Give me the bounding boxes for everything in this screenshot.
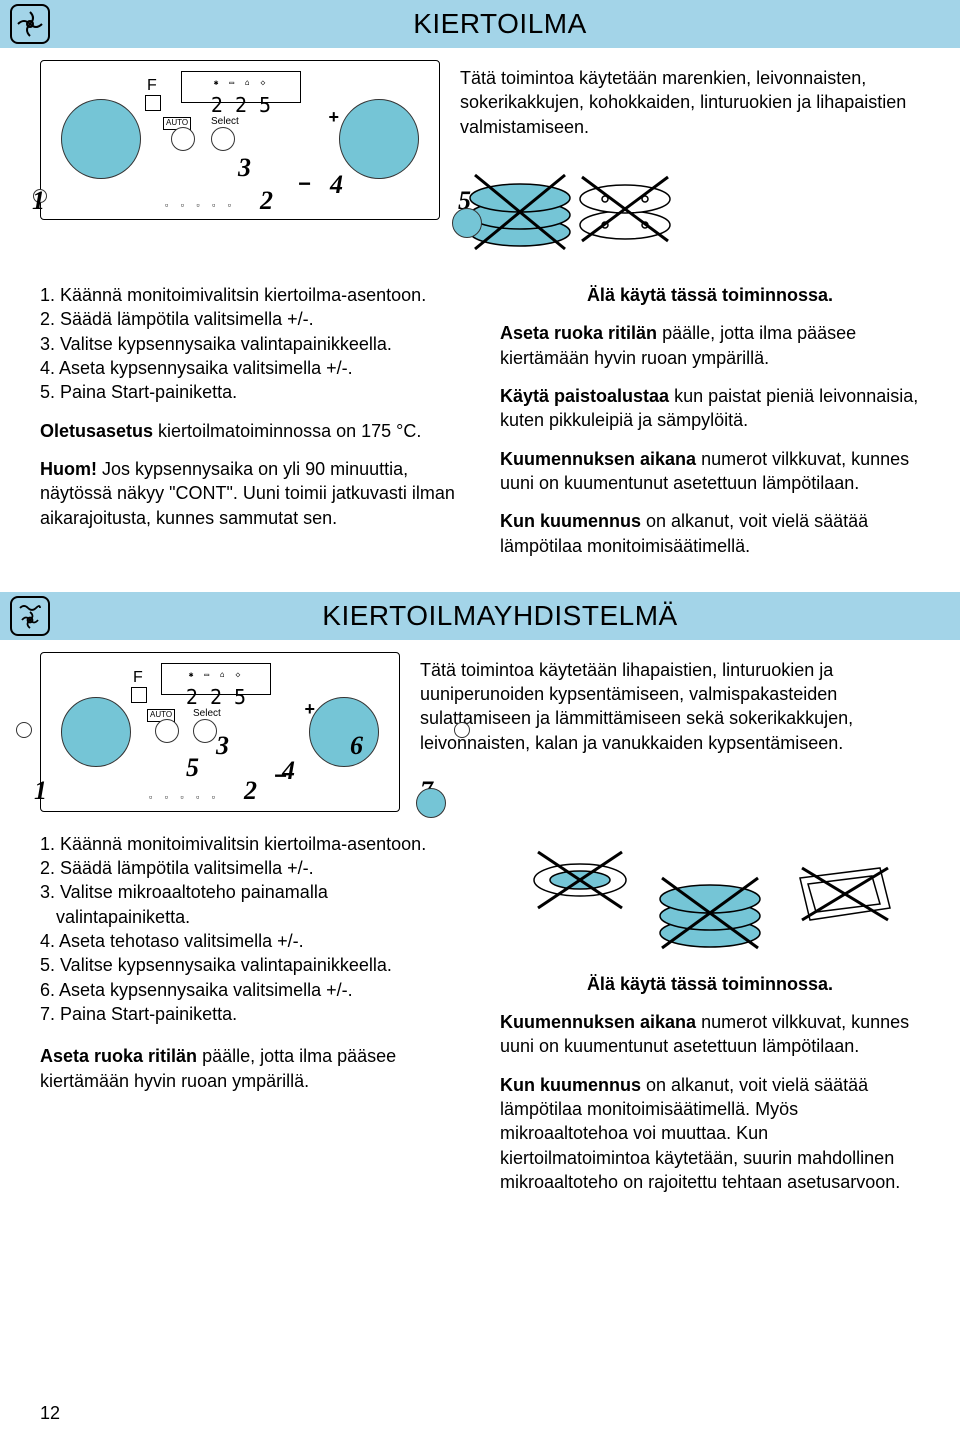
section2-steps: 1. Käännä monitoimivalitsin kiertoilma-a… <box>40 832 460 1026</box>
select-button-3[interactable] <box>155 719 179 743</box>
bottom-icons: ▫ ▫ ▫ ▫ ▫ <box>165 199 236 211</box>
callout2-2: 2 <box>244 773 257 808</box>
step: 4. Aseta kypsennysaika valitsimella +/-. <box>40 356 460 380</box>
section1-panel-row: ✱ ▭ ⌂ ◇ 2 2 5 F AUTO Select + − ▫ ▫ ▫ ▫ … <box>0 54 960 277</box>
bold: Aseta ruoka ritilän <box>500 323 657 343</box>
section1-columns: 1. Käännä monitoimivalitsin kiertoilma-a… <box>0 277 960 592</box>
callout2-3: 3 <box>216 728 229 763</box>
power-icon-left2 <box>16 722 32 738</box>
control-panel-1: ✱ ▭ ⌂ ◇ 2 2 5 F AUTO Select + − ▫ ▫ ▫ ▫ … <box>40 60 440 220</box>
page: KIERTOILMA ✱ ▭ ⌂ ◇ 2 2 5 F AUTO Select +… <box>0 0 960 1439</box>
s1-right-p2: Käytä paistoalustaa kun paistat pieniä l… <box>500 384 920 433</box>
section2-title: KIERTOILMAYHDISTELMÄ <box>50 597 950 635</box>
start-button[interactable] <box>452 208 482 238</box>
step: 6. Aseta kypsennysaika valitsimella +/-. <box>40 978 460 1002</box>
display-value-2: 2 2 5 <box>162 686 270 708</box>
page-number: 12 <box>40 1401 60 1425</box>
mode-knob[interactable] <box>61 99 141 179</box>
display-value: 2 2 5 <box>182 94 300 116</box>
power-icon-right2 <box>454 722 470 738</box>
step: 2. Säädä lämpötila valitsimella +/-. <box>40 307 460 331</box>
fan-wave-icon <box>10 596 50 636</box>
s1-right-p3: Kuumennuksen aikana numerot vilkkuvat, k… <box>500 447 920 496</box>
dishes-graphic-2 <box>500 838 920 958</box>
callout2-6: 6 <box>350 728 363 763</box>
section2-intro: Tätä toimintoa käytetään lihapaistien, l… <box>420 652 920 755</box>
section2-panel-row: ✱ ▭ ⌂ ◇ 2 2 5 F AUTO Select + − ▫ ▫ ▫ ▫ … <box>0 646 960 826</box>
step: 2. Säädä lämpötila valitsimella +/-. <box>40 856 460 880</box>
mode-icon-2 <box>131 687 147 703</box>
minus-icon: − <box>298 169 311 199</box>
step: 3. Valitse kypsennysaika valintapainikke… <box>40 332 460 356</box>
section1-intro: Tätä toimintoa käytetään marenkien, leiv… <box>460 60 920 263</box>
f-label-2: F <box>133 667 143 689</box>
step: 1. Käännä monitoimivalitsin kiertoilma-a… <box>40 832 460 856</box>
bold: Aseta ruoka ritilän <box>40 1046 197 1066</box>
s1-right-p1: Aseta ruoka ritilän päälle, jotta ilma p… <box>500 321 920 370</box>
callout2-5: 5 <box>186 750 199 785</box>
fan-icon <box>10 4 50 44</box>
s1-right-p4: Kun kuumennus on alkanut, voit vielä sää… <box>500 509 920 558</box>
bold: Kuumennuksen aikana <box>500 449 696 469</box>
s2-left-p1: Aseta ruoka ritilän päälle, jotta ilma p… <box>40 1044 460 1093</box>
display-icons-2: ✱ ▭ ⌂ ◇ <box>162 664 270 686</box>
step: 1. Käännä monitoimivalitsin kiertoilma-a… <box>40 283 460 307</box>
select-button-4[interactable] <box>193 719 217 743</box>
s2-right-p1: Kuumennuksen aikana numerot vilkkuvat, k… <box>500 1010 920 1059</box>
huom-rest: Jos kypsennysaika on yli 90 minuuttia, n… <box>40 459 455 528</box>
callout2-1: 1 <box>34 773 47 808</box>
section1-right-col: Älä käytä tässä toiminnossa. Aseta ruoka… <box>500 283 920 572</box>
step: 7. Paina Start-painiketta. <box>40 1002 460 1026</box>
step: 5. Valitse kypsennysaika valintapainikke… <box>40 953 460 977</box>
bold: Käytä paistoalustaa <box>500 386 669 406</box>
plus-icon-2: + <box>304 697 315 721</box>
section2-left-col: 1. Käännä monitoimivalitsin kiertoilma-a… <box>40 832 460 1208</box>
start-button-2[interactable] <box>416 788 446 818</box>
bold: Kuumennuksen aikana <box>500 1012 696 1032</box>
bold: Kun kuumennus <box>500 1075 641 1095</box>
callout-1: 1 <box>32 183 45 218</box>
bold: Kun kuumennus <box>500 511 641 531</box>
s2-right-p2: Kun kuumennus on alkanut, voit vielä sää… <box>500 1073 920 1194</box>
bottom-icons-2: ▫ ▫ ▫ ▫ ▫ <box>149 791 220 803</box>
huom-para: Huom! Jos kypsennysaika on yli 90 minuut… <box>40 457 460 530</box>
section2-header: KIERTOILMAYHDISTELMÄ <box>0 592 960 640</box>
warn-title-2: Älä käytä tässä toiminnossa. <box>500 972 920 996</box>
section1-header: KIERTOILMA <box>0 0 960 48</box>
display-2: ✱ ▭ ⌂ ◇ 2 2 5 <box>161 663 271 695</box>
oletus-bold: Oletusasetus <box>40 421 153 441</box>
warn-title-1: Älä käytä tässä toiminnossa. <box>500 283 920 307</box>
mode-knob-2[interactable] <box>61 697 131 767</box>
oletus-rest: kiertoilmatoiminnossa on 175 °C. <box>153 421 421 441</box>
section1-intro-text: Tätä toimintoa käytetään marenkien, leiv… <box>460 68 906 137</box>
section1-steps: 1. Käännä monitoimivalitsin kiertoilma-a… <box>40 283 460 404</box>
select-button-2[interactable] <box>211 127 235 151</box>
mode-icon <box>145 95 161 111</box>
step: 4. Aseta tehotaso valitsimella +/-. <box>40 929 460 953</box>
callout-3: 3 <box>238 150 251 185</box>
display-icons: ✱ ▭ ⌂ ◇ <box>182 72 300 94</box>
callout2-4: 4 <box>282 753 295 788</box>
oletus-para: Oletusasetus kiertoilmatoiminnossa on 17… <box>40 419 460 443</box>
dishes-graphic-1 <box>460 157 920 263</box>
huom-bold: Huom! <box>40 459 97 479</box>
select-button-1[interactable] <box>171 127 195 151</box>
adjust-knob-2[interactable] <box>309 697 379 767</box>
step: 5. Paina Start-painiketta. <box>40 380 460 404</box>
section2-right-col: Älä käytä tässä toiminnossa. Kuumennukse… <box>500 832 920 1208</box>
step: 3. Valitse mikroaaltoteho painamalla val… <box>40 880 460 929</box>
callout-2: 2 <box>260 183 273 218</box>
plus-icon: + <box>328 105 339 129</box>
f-label: F <box>147 75 157 97</box>
adjust-knob[interactable] <box>339 99 419 179</box>
section2-intro-text: Tätä toimintoa käytetään lihapaistien, l… <box>420 658 920 755</box>
section1-left-col: 1. Käännä monitoimivalitsin kiertoilma-a… <box>40 283 460 572</box>
section1-title: KIERTOILMA <box>50 5 950 43</box>
display: ✱ ▭ ⌂ ◇ 2 2 5 <box>181 71 301 103</box>
callout-4: 4 <box>330 167 343 202</box>
section2-columns: 1. Käännä monitoimivalitsin kiertoilma-a… <box>0 826 960 1228</box>
